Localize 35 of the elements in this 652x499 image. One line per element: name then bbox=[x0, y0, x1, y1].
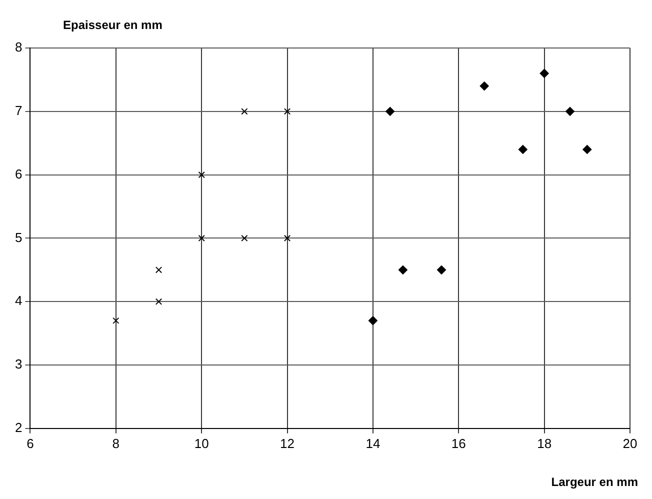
point bbox=[368, 316, 378, 326]
y-tick-label: 3 bbox=[14, 356, 22, 372]
point bbox=[582, 144, 592, 154]
point bbox=[518, 144, 528, 154]
x-tick-label: 10 bbox=[194, 436, 209, 451]
y-tick-label: 8 bbox=[14, 40, 22, 55]
point bbox=[284, 234, 291, 242]
point bbox=[566, 106, 575, 116]
x-axis-title: Largeur en mm bbox=[551, 475, 638, 489]
x-tick-label: 8 bbox=[112, 436, 120, 451]
y-tick-label: 7 bbox=[14, 102, 22, 118]
y-tick-label: 5 bbox=[14, 230, 22, 245]
point bbox=[241, 108, 248, 115]
x-tick-label: 14 bbox=[366, 436, 380, 451]
x-tick-label: 16 bbox=[451, 436, 466, 451]
point bbox=[437, 265, 446, 274]
point bbox=[198, 234, 205, 242]
y-tick-label: 2 bbox=[14, 420, 22, 435]
x-tick-label: 20 bbox=[622, 436, 638, 451]
y-axis-title: Epaisseur en mm bbox=[63, 18, 162, 32]
point bbox=[112, 317, 120, 324]
point bbox=[398, 265, 408, 274]
point bbox=[386, 106, 395, 116]
point bbox=[540, 68, 549, 78]
point bbox=[155, 298, 162, 305]
x-tick-label: 12 bbox=[280, 436, 295, 451]
y-tick-label: 6 bbox=[14, 166, 22, 182]
point bbox=[198, 171, 205, 178]
y-tick-label: 4 bbox=[14, 293, 22, 308]
x-tick-label: 18 bbox=[537, 436, 552, 451]
point bbox=[241, 234, 248, 242]
point bbox=[155, 266, 162, 274]
x-tick-label: 6 bbox=[26, 436, 34, 451]
point bbox=[284, 108, 291, 115]
point bbox=[480, 82, 489, 91]
